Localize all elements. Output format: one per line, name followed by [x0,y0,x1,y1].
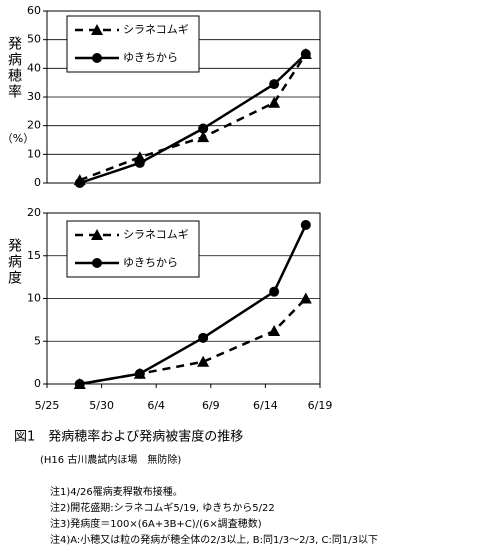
y-tick-label: 0 [34,176,41,189]
y-axis-title: 発病度 [6,238,22,286]
series-line [79,53,307,182]
x-tick-label: 5/25 [35,399,60,412]
legend-marker [91,24,103,35]
y-tick-label: 60 [27,4,41,17]
note: 注2)開花盛期:シラネコムギ5/19, ゆきちから5/22 [50,501,275,514]
legend-marker [92,53,102,63]
y-tick-label: 50 [27,33,41,46]
marker-circle [300,219,311,230]
marker-circle [74,178,85,188]
y-tick-label: 20 [27,206,41,219]
x-tick-label: 6/19 [308,399,333,412]
figure-subcaption: (H16 古川農試内ほ場 無防除) [40,453,181,466]
y-axis-title: 発病穂率 [6,36,22,100]
legend-marker [92,258,102,268]
note: 注1)4/26罹病麦稈散布接種。 [50,485,183,498]
x-tick-label: 5/30 [89,399,114,412]
marker-circle [269,286,280,297]
y-tick-label: 20 [27,119,41,132]
marker-circle [198,332,209,343]
marker-triangle [268,324,281,336]
x-tick-label: 6/9 [202,399,220,412]
marker-triangle [299,292,312,304]
marker-circle [269,79,280,90]
y-tick-label: 40 [27,61,41,74]
note: 注3)発病度＝100×(6A+3B+C)/(6×調査穂数) [50,517,262,530]
marker-circle [134,368,145,379]
note: 注4)A:小穂又は粒の発病が穂全体の2/3以上, B:同1/3～2/3, C:同… [50,533,378,546]
marker-circle [134,157,145,168]
x-tick-label: 6/14 [253,399,278,412]
y-axis-unit: （%） [2,132,34,145]
legend-marker [91,229,103,240]
y-tick-label: 0 [34,377,41,390]
x-tick-label: 6/4 [147,399,165,412]
figure-caption: 図1 発病穂率および発病被害度の推移 [14,429,243,445]
y-tick-label: 10 [27,292,41,305]
marker-circle [300,49,311,59]
marker-triangle [197,355,210,367]
legend-box [66,220,200,278]
marker-triangle [268,96,281,108]
legend-label: シラネコムギ [123,228,189,241]
y-tick-label: 30 [27,90,41,103]
marker-circle [198,123,209,134]
legend-label: シラネコムギ [123,23,189,36]
marker-triangle [197,131,210,143]
y-tick-label: 10 [27,147,41,160]
series-line [79,53,307,185]
legend-box [66,15,200,73]
y-tick-label: 15 [27,249,41,262]
marker-circle [74,379,85,389]
legend-label: ゆきちから [123,51,178,64]
legend-label: ゆきちから [123,256,178,269]
series-line [79,297,307,386]
y-tick-label: 5 [34,334,41,347]
